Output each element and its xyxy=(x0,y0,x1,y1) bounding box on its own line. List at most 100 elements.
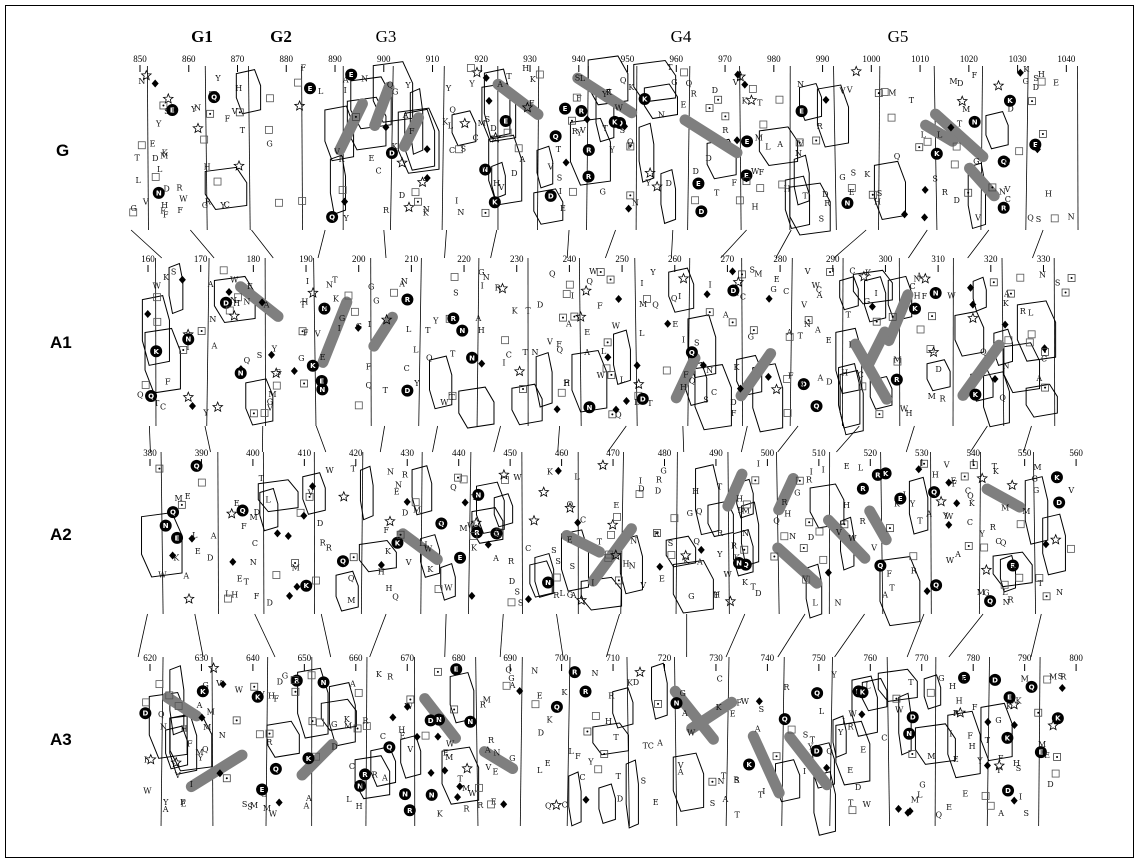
residue-letter: H xyxy=(231,590,238,599)
residue-letter: M xyxy=(344,721,352,730)
residue-letter: N xyxy=(632,198,639,207)
glycine-diamond xyxy=(413,732,421,741)
residue-letter: N xyxy=(209,315,216,324)
residue-letter: W xyxy=(589,267,598,276)
glycine-diamond xyxy=(441,766,449,775)
threonine-square xyxy=(349,553,358,562)
charged-residue-circle xyxy=(354,779,367,792)
charged-residue-circle xyxy=(670,697,683,710)
serine-square xyxy=(780,532,789,541)
residue-letter: R xyxy=(372,770,379,779)
residue-letter: T xyxy=(908,678,914,687)
residue-letter: W xyxy=(424,545,433,554)
domain-boundary-line xyxy=(829,656,833,827)
residue-letter: R xyxy=(387,672,394,681)
alignment-connector xyxy=(444,613,447,658)
serine-square xyxy=(787,725,796,734)
residue-letter: C xyxy=(711,388,717,397)
proline-star xyxy=(770,383,783,395)
threonine-square xyxy=(751,476,760,485)
threonine-square xyxy=(626,142,635,151)
residue-letter: E xyxy=(953,755,959,764)
hydrophobic-cluster-outline xyxy=(569,117,611,186)
charged-residue-circle xyxy=(358,768,371,781)
threonine-square xyxy=(396,530,405,539)
glycine-diamond xyxy=(945,520,953,529)
helix-bar xyxy=(492,78,544,120)
threonine-square xyxy=(708,777,717,786)
threonine-square xyxy=(434,667,442,676)
residue-letter: F xyxy=(165,377,171,386)
residue-letter: T xyxy=(917,517,923,526)
residue-letter: W xyxy=(615,104,624,113)
charged-residue-circle xyxy=(810,744,823,757)
charged-residue-letter: Q xyxy=(814,690,820,698)
serine-square xyxy=(448,391,457,400)
charged-residue-letter: K xyxy=(306,755,312,763)
helix-bar xyxy=(679,114,743,159)
residue-letter: Y xyxy=(404,81,411,90)
residue-letter: I xyxy=(640,279,643,288)
residue-letter: L xyxy=(858,463,864,472)
helix-bar xyxy=(235,281,284,322)
glycine-diamond xyxy=(967,283,975,292)
residue-letter: I xyxy=(822,465,825,474)
proline-star xyxy=(677,272,690,284)
domain-boundary-line xyxy=(248,65,251,231)
threonine-dot xyxy=(741,273,744,276)
hydrophobic-cluster-outline xyxy=(954,310,985,357)
residue-letter: C xyxy=(967,518,973,527)
serine-square xyxy=(487,800,495,809)
residue-letter: A xyxy=(210,531,217,540)
helix-bar xyxy=(334,98,368,156)
charged-residue-letter: K xyxy=(1005,734,1011,742)
charged-residue-circle xyxy=(568,666,581,679)
threonine-dot xyxy=(1041,132,1044,135)
proline-star xyxy=(745,94,758,106)
tick-label-a2-510: 510 xyxy=(812,448,826,458)
residue-letter: T xyxy=(798,332,804,341)
charged-residue-circle xyxy=(159,519,172,532)
charged-residue-circle xyxy=(447,312,460,325)
helix-bar xyxy=(957,339,1005,401)
residue-letter: T xyxy=(471,493,477,502)
tick-label-g-1040: 1040 xyxy=(1057,54,1076,64)
residue-letter: F xyxy=(998,754,1004,763)
threonine-square xyxy=(450,705,459,714)
serine-square xyxy=(165,691,174,700)
residue-letter: W xyxy=(444,584,453,593)
residue-letter: R xyxy=(824,199,831,208)
threonine-square xyxy=(928,312,936,321)
residue-letter: C xyxy=(562,800,568,809)
residue-letter: S xyxy=(1055,279,1060,288)
residue-letter: G xyxy=(687,509,693,518)
helix-bar xyxy=(572,72,638,119)
threonine-square xyxy=(988,183,997,192)
hydrophobic-cluster-outline xyxy=(805,563,823,619)
glycine-diamond xyxy=(699,361,707,370)
residue-letter: S xyxy=(750,266,755,275)
threonine-square xyxy=(654,700,662,708)
residue-letter: F xyxy=(736,699,742,708)
hydrophobic-cluster-outline xyxy=(245,378,274,426)
tick-label-g-850: 850 xyxy=(133,54,147,64)
residue-letter: T xyxy=(597,537,603,546)
residue-letter: V xyxy=(639,581,646,590)
serine-square xyxy=(434,585,443,594)
charged-residue-letter: N xyxy=(587,404,593,412)
helix-bar xyxy=(670,352,701,404)
residue-letter: R xyxy=(266,738,273,747)
residue-letter: T xyxy=(643,741,649,750)
residue-letter: F xyxy=(576,94,582,103)
threonine-square xyxy=(799,544,808,552)
residue-letter: E xyxy=(613,501,619,510)
hydrophobic-cluster-outline xyxy=(400,734,422,779)
threonine-dot xyxy=(918,146,921,149)
residue-letter: H xyxy=(161,201,168,210)
serine-square xyxy=(604,553,613,562)
residue-letter: S xyxy=(734,776,739,785)
glycine-diamond xyxy=(858,710,866,719)
glycine-diamond xyxy=(1001,320,1009,329)
alignment-connector xyxy=(607,425,627,453)
residue-letter: Q xyxy=(1000,539,1007,548)
